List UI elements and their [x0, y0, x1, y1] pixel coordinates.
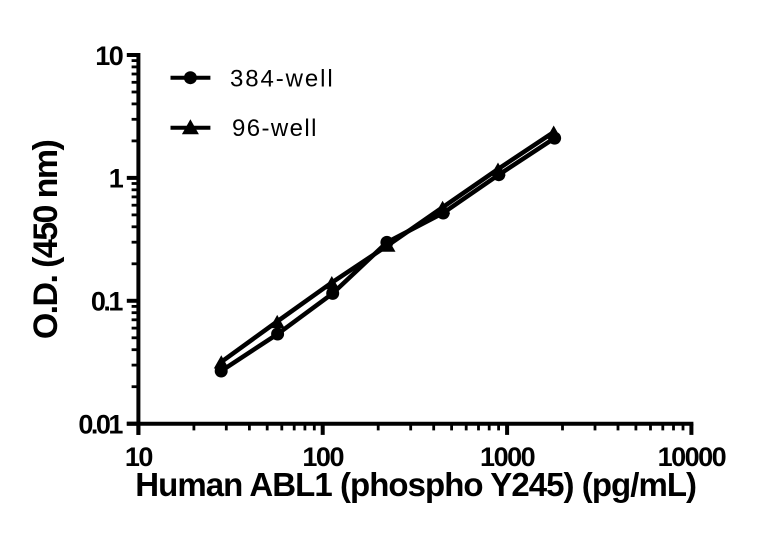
svg-text:96-well: 96-well: [232, 115, 318, 142]
svg-text:10: 10: [95, 41, 123, 71]
svg-text:10000: 10000: [658, 442, 726, 472]
svg-text:1: 1: [109, 164, 124, 194]
svg-text:0.01: 0.01: [78, 410, 123, 440]
svg-text:100: 100: [302, 442, 343, 472]
svg-text:10: 10: [125, 442, 153, 472]
svg-text:0.1: 0.1: [91, 287, 124, 317]
svg-text:Human ABL1 (phospho Y245) (pg/: Human ABL1 (phospho Y245) (pg/mL): [135, 466, 696, 503]
svg-text:1000: 1000: [480, 442, 535, 472]
svg-text:384-well: 384-well: [230, 66, 335, 93]
svg-text:O.D. (450 nm): O.D. (450 nm): [27, 141, 65, 340]
